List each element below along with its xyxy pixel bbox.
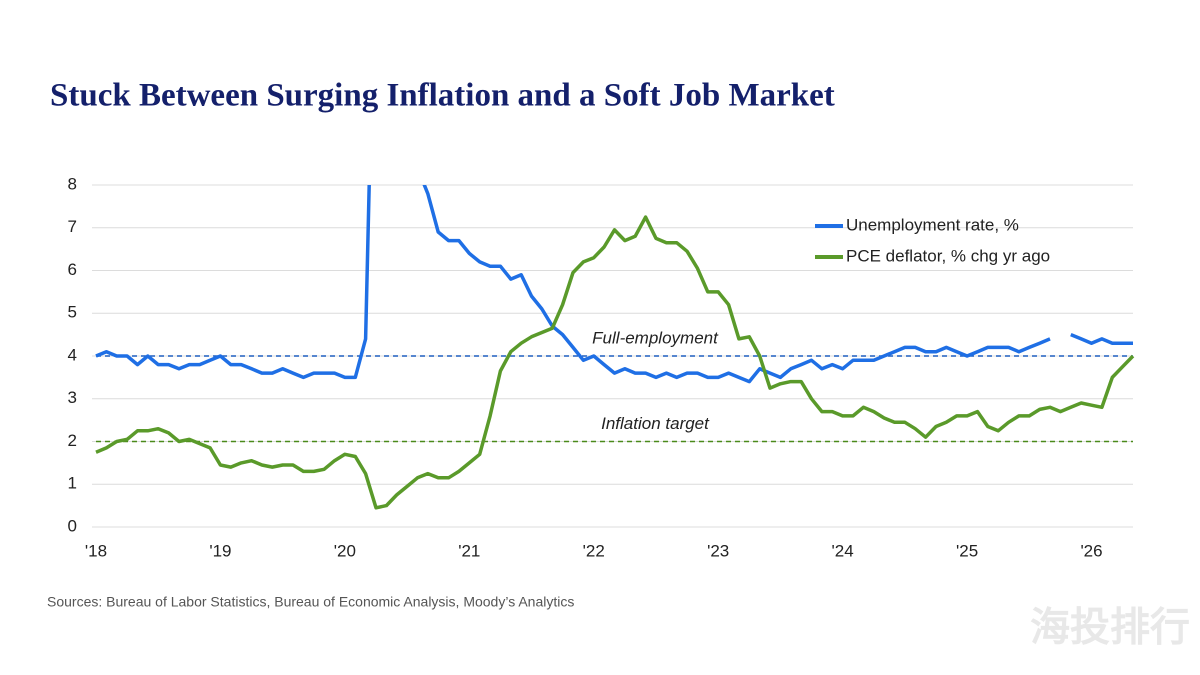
y-tick-label: 1	[68, 474, 77, 493]
y-tick-label: 2	[68, 431, 77, 450]
y-tick-label: 0	[68, 516, 77, 535]
y-tick-label: 7	[68, 217, 77, 236]
x-tick-label: '25	[956, 541, 978, 560]
x-tick-label: '21	[458, 541, 480, 560]
series-line	[95, 185, 1133, 384]
legend-label: PCE deflator, % chg yr ago	[846, 246, 1050, 265]
y-tick-label: 6	[68, 260, 77, 279]
legend-label: Unemployment rate, %	[846, 215, 1019, 234]
watermark: 海投排行	[1030, 606, 1190, 650]
chart-title: Stuck Between Surging Inflation and a So…	[50, 78, 835, 114]
y-tick-label: 8	[68, 174, 77, 193]
reference-label: Full-employment	[592, 328, 719, 347]
x-tick-label: '24	[832, 541, 854, 560]
x-tick-label: '18	[85, 541, 107, 560]
y-tick-label: 4	[68, 345, 77, 364]
x-tick-label: '26	[1080, 541, 1102, 560]
y-tick-label: 3	[68, 388, 77, 407]
x-tick-label: '19	[209, 541, 231, 560]
y-tick-label: 5	[68, 303, 77, 322]
source-note: Sources: Bureau of Labor Statistics, Bur…	[47, 594, 574, 610]
x-tick-label: '22	[583, 541, 605, 560]
x-tick-label: '20	[334, 541, 356, 560]
x-tick-label: '23	[707, 541, 729, 560]
reference-label: Inflation target	[601, 414, 710, 433]
series-line	[95, 215, 1135, 510]
